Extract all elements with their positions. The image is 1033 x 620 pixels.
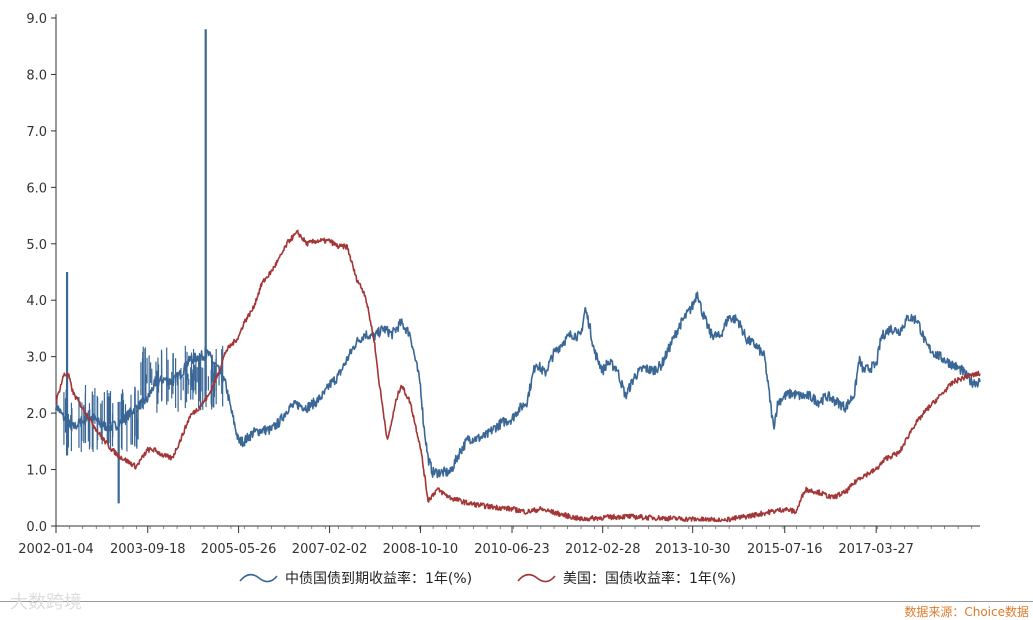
- series-layer: [55, 29, 981, 523]
- source-note: 数据来源：Choice数据: [904, 605, 1029, 619]
- chart: 0.0 1.0 2.0 3.0 4.0 5.0 6.0 7.0 8.0 9.0 2002-01-0…: [18, 12, 981, 587]
- x-tick-label: 2008-10-10: [383, 542, 459, 557]
- legend-label-2: 美国：国债收益率：1年(%): [563, 570, 736, 587]
- x-tick-label: 2007-02-02: [292, 542, 368, 557]
- x-tick-label: 2005-05-26: [201, 542, 277, 557]
- series-line-1: [55, 291, 981, 479]
- y-tick-label: 7.0: [26, 125, 47, 140]
- y-tick-label: 4.0: [26, 294, 47, 309]
- x-tick-label: 2013-10-30: [655, 542, 731, 557]
- bottom-rule: [0, 601, 1033, 602]
- legend-swatch-1: [239, 573, 278, 583]
- x-tick-label: 2012-02-28: [565, 542, 641, 557]
- x-axis: 2002-01-04 2003-09-18 2005-05-26 2007-02-02…: [18, 525, 980, 557]
- y-axis: 0.0 1.0 2.0 3.0 4.0 5.0 6.0 7.0 8.0 9.0: [26, 12, 57, 535]
- y-tick-label: 3.0: [26, 351, 47, 366]
- x-tick-label: 2015-07-16: [747, 542, 823, 557]
- x-tick-label: 2010-06-23: [474, 542, 550, 557]
- x-tick-label: 2017-03-27: [838, 542, 914, 557]
- legend-swatch-2: [517, 573, 556, 583]
- y-tick-label: 5.0: [26, 238, 47, 253]
- y-tick-label: 9.0: [26, 12, 47, 27]
- x-tick-label: 2002-01-04: [18, 542, 94, 557]
- x-tick-label: 2003-09-18: [110, 542, 186, 557]
- y-tick-label: 0.0: [26, 520, 47, 535]
- y-tick-label: 1.0: [26, 464, 47, 479]
- y-tick-label: 2.0: [26, 407, 47, 422]
- legend-label-1: 中债国债到期收益率：1年(%): [285, 570, 472, 587]
- watermark-logo: 大数跨境: [10, 592, 82, 613]
- y-tick-label: 6.0: [26, 181, 47, 196]
- series-line-2: [55, 229, 981, 523]
- legend: 中债国债到期收益率：1年(%) 美国：国债收益率：1年(%): [239, 570, 736, 587]
- y-tick-label: 8.0: [26, 68, 47, 83]
